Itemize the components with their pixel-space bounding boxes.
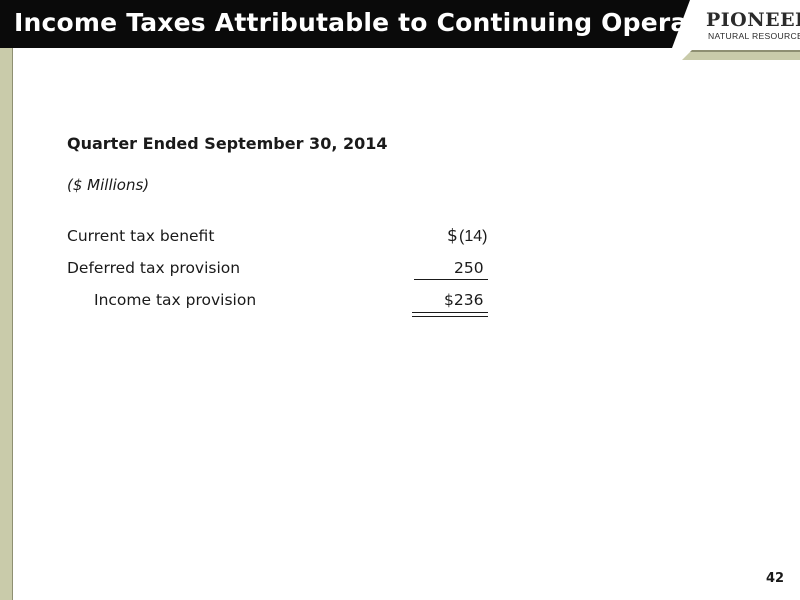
logo-wordmark: PIONEER — [706, 9, 800, 31]
row-value-current-tax: (14) — [459, 228, 488, 245]
total-double-rule-top — [412, 312, 488, 313]
left-accent-bar — [0, 48, 13, 600]
total-double-rule-bottom — [412, 316, 488, 317]
page-title: Income Taxes Attributable to Continuing … — [14, 8, 759, 37]
period-title: Quarter Ended September 30, 2014 — [67, 134, 388, 153]
row-label-income-tax: Income tax provision — [94, 291, 257, 309]
page-number: 42 — [766, 571, 785, 586]
row-value-deferred-tax: 250 — [454, 259, 484, 277]
header-band: Income Taxes Attributable to Continuing … — [0, 0, 800, 60]
row-label-deferred-tax: Deferred tax provision — [67, 259, 241, 277]
row-currency-current-tax: $ — [447, 226, 458, 246]
logo-tagline: NATURAL RESOURCES — [708, 31, 800, 41]
units-label: ($ Millions) — [67, 176, 150, 194]
header-graphic — [0, 0, 800, 60]
row-label-current-tax: Current tax benefit — [67, 227, 215, 245]
row-value-income-tax: $236 — [444, 291, 484, 309]
subtotal-rule — [414, 279, 488, 280]
